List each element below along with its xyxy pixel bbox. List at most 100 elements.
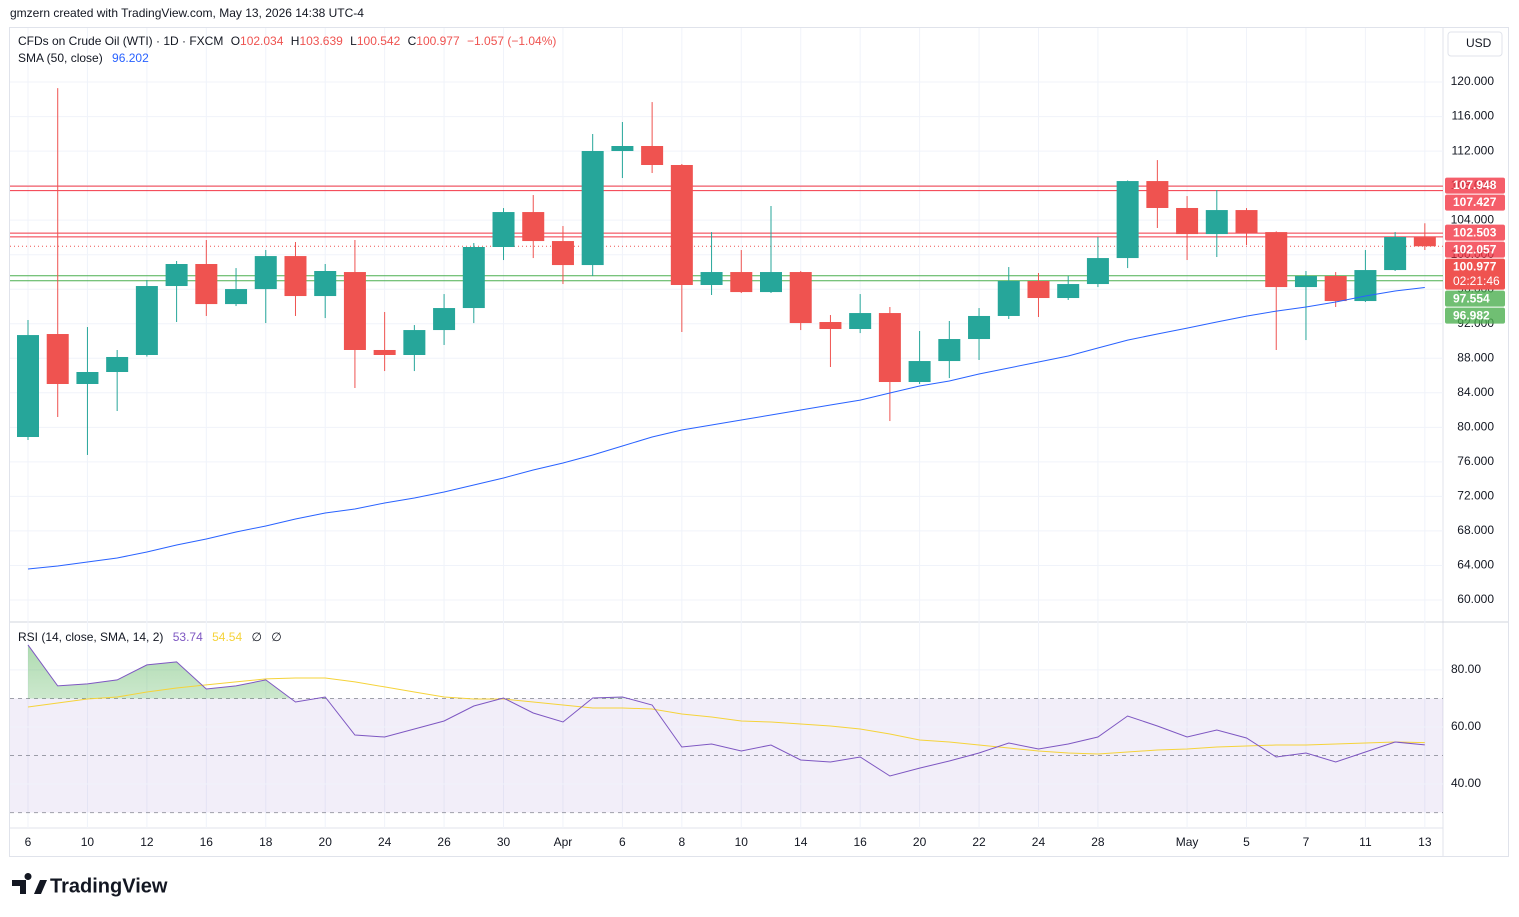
currency[interactable]: USD — [1466, 36, 1492, 50]
price-tag-label: 97.554 — [1453, 291, 1490, 305]
candle-body — [1027, 281, 1050, 299]
candle-body — [373, 349, 396, 355]
candle-body — [730, 272, 753, 293]
y-tick-label: 80.00 — [1451, 662, 1481, 676]
y-tick-label: 76.000 — [1457, 454, 1494, 468]
frame — [9, 27, 1509, 857]
x-tick-label: 7 — [1303, 835, 1310, 849]
x-tick-label: 30 — [497, 835, 511, 849]
y-tick-label: 72.000 — [1457, 489, 1494, 503]
sma-line — [27, 287, 1425, 570]
price-tag-label: 107.948 — [1453, 178, 1497, 192]
y-tick-label: 104.000 — [1451, 212, 1495, 226]
x-tick-label: 16 — [200, 835, 214, 849]
price-tag-label: 102.503 — [1453, 225, 1497, 239]
sma-legend: SMA (50, close) 96.202 — [18, 51, 149, 65]
price-tag-label: 102.057 — [1453, 242, 1497, 256]
candle-body — [284, 256, 307, 297]
candle-body — [849, 313, 872, 330]
candle-body — [462, 247, 485, 309]
overbought-fill — [28, 644, 1425, 699]
candle-body — [968, 315, 991, 340]
y-tick-label: 112.000 — [1452, 143, 1495, 157]
x-tick-label: May — [1176, 835, 1199, 849]
candle-body — [819, 322, 842, 330]
plot-layer: 6 10 12 16 18 20 24 26 30 Apr 6 8 10 14 16 20 22 24 28 May 5… — [10, 28, 1505, 849]
candle-body — [1176, 207, 1199, 235]
brand: TradingView — [50, 875, 168, 897]
candle-body — [343, 272, 366, 350]
symbol: CFDs on Crude Oil (WTI) · 1D · FXCM — [18, 34, 223, 48]
candle-body — [254, 256, 277, 290]
sma-name: SMA (50, close) — [18, 51, 103, 65]
ohlc-label: L — [350, 34, 357, 48]
y-tick-label: 120.000 — [1451, 74, 1495, 88]
candle-body — [581, 151, 604, 266]
candle-body — [1116, 181, 1139, 259]
ohlc-label: H — [291, 34, 300, 48]
candle-body — [1324, 276, 1347, 302]
price-tag — [1445, 290, 1505, 307]
candle-body — [1086, 258, 1109, 285]
candle-body — [403, 330, 426, 355]
ohlc-low: 100.542 — [357, 34, 401, 48]
y-tick-label: 116.000 — [1452, 109, 1495, 123]
y-tick-label: 60.00 — [1451, 719, 1481, 733]
y-tick-label: 40.00 — [1451, 776, 1481, 790]
x-tick-label: Apr — [554, 835, 573, 849]
ohlc-label: O — [231, 34, 240, 48]
candle-body — [433, 308, 456, 331]
x-tick-label: 24 — [1032, 835, 1046, 849]
price-tag — [1445, 241, 1505, 258]
price-tag — [1445, 307, 1505, 324]
price-tag — [1445, 258, 1505, 290]
candle-body — [700, 272, 723, 285]
ohlc-label: C — [408, 34, 417, 48]
logo-icon — [12, 873, 47, 894]
candle-body — [1413, 237, 1436, 247]
currency-box[interactable] — [1447, 31, 1503, 57]
candle-body — [492, 212, 515, 248]
header: gmzern created with TradingView.com, May… — [10, 6, 364, 20]
rsi-extra: ∅ — [251, 630, 261, 644]
rsi-name: RSI (14, close, SMA, 14, 2) — [18, 630, 163, 644]
candle-body — [46, 334, 69, 385]
rsi-sma-line — [27, 677, 1425, 755]
candle-body — [551, 241, 574, 266]
candle-body — [1354, 270, 1377, 302]
price-tag — [1445, 224, 1505, 241]
x-tick-label: 12 — [140, 835, 154, 849]
candle-body — [1384, 236, 1407, 271]
candle-body — [76, 372, 99, 385]
x-tick-label: 8 — [678, 835, 685, 849]
candle-body — [1235, 210, 1258, 234]
candle-body — [997, 281, 1020, 316]
candle-body — [106, 356, 129, 373]
candle-body — [908, 361, 931, 383]
candle-body — [1205, 210, 1228, 235]
candle-body — [938, 339, 961, 362]
y-tick-label: 60.000 — [1457, 592, 1494, 606]
ohlc-close: 100.977 — [416, 34, 460, 48]
x-tick-label: 13 — [1418, 835, 1432, 849]
x-tick-label: 6 — [619, 835, 626, 849]
price-tag-label: 107.427 — [1453, 195, 1497, 209]
x-tick-label: 26 — [437, 835, 451, 849]
rsi-value: 53.74 — [173, 630, 203, 644]
y-tick-label: 88.000 — [1457, 350, 1494, 364]
candle-body — [522, 212, 545, 242]
sma-value: 96.202 — [112, 51, 149, 65]
y-tick-label: 80.000 — [1457, 420, 1494, 434]
price-tag-label: 96.982 — [1453, 308, 1490, 322]
rsi-legend: RSI (14, close, SMA, 14, 2) 53.74 54.54 … — [18, 630, 282, 644]
price-tag — [1445, 194, 1505, 211]
candle-body — [1057, 284, 1080, 299]
rsi-extra: ∅ — [271, 630, 281, 644]
x-tick-label: 20 — [319, 835, 333, 849]
candle-body — [789, 272, 812, 324]
price-tag-label: 100.977 — [1453, 259, 1497, 273]
y-tick-label: 84.000 — [1457, 385, 1494, 399]
candle-body — [314, 271, 337, 297]
